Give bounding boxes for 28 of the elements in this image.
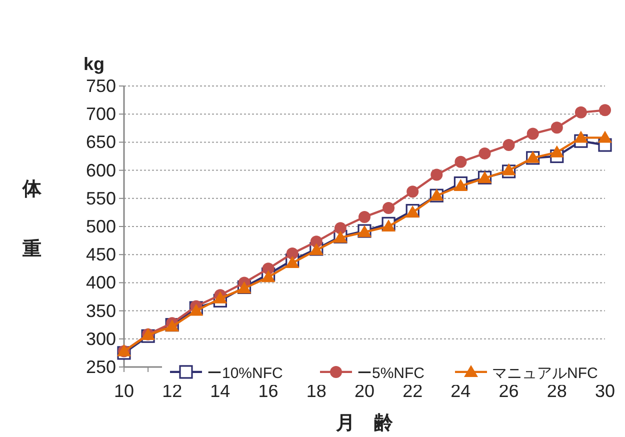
x-tick-label: 20	[354, 381, 375, 401]
y-tick-label: 650	[86, 132, 116, 152]
x-tick-label: 14	[210, 381, 230, 401]
x-tick-label: 12	[162, 381, 182, 401]
x-tick-label: 10	[114, 381, 134, 401]
x-tick-label: 22	[402, 381, 423, 401]
y-tick-label: 600	[86, 160, 116, 180]
y-tick-label: 450	[86, 244, 116, 265]
legend-label: ー5%NFC	[357, 364, 425, 382]
x-tick-label: 28	[546, 381, 567, 401]
x-axis-title: 月 齢	[335, 413, 394, 434]
legend-label: ー10%NFC	[207, 364, 284, 382]
y-tick-label: 400	[86, 272, 116, 293]
x-tick-label: 24	[450, 381, 471, 401]
y-tick-label: 550	[86, 188, 116, 208]
x-tick-label: 16	[258, 381, 278, 401]
y-tick-label: 750	[86, 76, 116, 96]
text: kg	[83, 54, 105, 74]
x-tick-label: 26	[498, 381, 519, 401]
y-tick-label: 350	[86, 300, 116, 321]
x-tick-label: 18	[306, 381, 326, 401]
legend-label: マニュアルNFC	[492, 364, 598, 382]
y-tick-label: 250	[86, 357, 116, 377]
y-tick-label: 300	[86, 328, 116, 349]
y-tick-label: 700	[86, 104, 116, 124]
x-tick-label: 30	[594, 381, 616, 401]
text: 体重	[22, 179, 42, 260]
y-tick-label: 500	[86, 216, 116, 236]
